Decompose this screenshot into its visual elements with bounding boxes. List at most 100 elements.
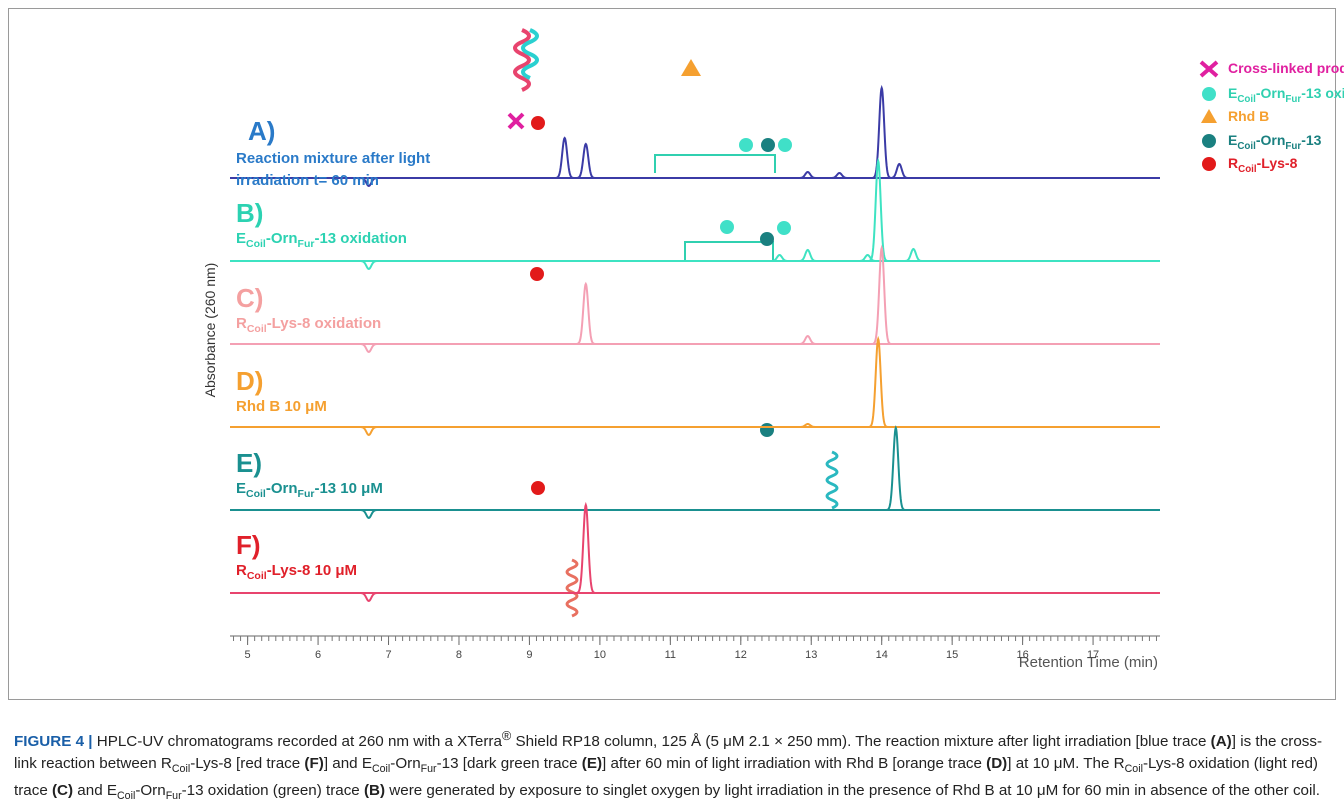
- legend-entry: ECoil-OrnFur-13 oxidation: [1228, 85, 1344, 105]
- peak: [886, 162, 912, 179]
- label-part: Coil: [1238, 163, 1257, 175]
- label-part: R: [236, 315, 247, 332]
- label-part: Rhd B 10 μM: [236, 398, 327, 415]
- x-tick-label: 9: [526, 649, 532, 661]
- label-part: -13 oxidation: [314, 230, 407, 247]
- caption-sup: ®: [501, 729, 512, 743]
- caption-sub: Coil: [1124, 763, 1143, 776]
- x-icon: [507, 112, 525, 130]
- peak: [795, 334, 821, 345]
- helix-icon: [513, 28, 531, 92]
- caption-head: FIGURE 4 |: [14, 733, 93, 751]
- caption-sub: Fur: [165, 790, 182, 803]
- caption-text: ] is the cross-link reaction between R: [14, 733, 1323, 773]
- caption-sub: Coil: [371, 763, 391, 776]
- dot-icon: [720, 220, 734, 234]
- trace-label: Reaction mixture after light irradiation…: [236, 148, 461, 192]
- x-tick-label: 11: [665, 649, 676, 661]
- peak: [795, 422, 821, 428]
- triangle-icon: [1201, 109, 1217, 123]
- dot-icon: [1202, 157, 1216, 171]
- label-part: -Orn: [265, 480, 298, 497]
- trace-name: B): [236, 198, 264, 228]
- caption-sub: Coil: [171, 763, 191, 776]
- figure-frame: [8, 8, 1336, 700]
- label-part: Coil: [246, 488, 266, 500]
- x-icon: [1199, 60, 1219, 78]
- triangle-icon: [681, 59, 701, 76]
- trace-label: Rhd B 10 μM: [236, 398, 327, 415]
- bracket: [684, 241, 774, 260]
- trace-label: ECoil-OrnFur-13 oxidation: [236, 230, 407, 250]
- trace-name: C): [236, 283, 264, 313]
- label-part: R: [236, 562, 247, 579]
- label-part: Coil: [246, 238, 266, 250]
- x-tick-label: 13: [805, 649, 817, 661]
- label-part: E: [236, 230, 247, 247]
- legend-entry: ECoil-OrnFur-13: [1228, 132, 1321, 152]
- helix-icon: [521, 28, 539, 80]
- label-part: E: [236, 480, 247, 497]
- peak: [356, 177, 382, 188]
- caption-text: -13 oxidation (green) trace: [181, 782, 364, 800]
- dot-icon: [778, 138, 792, 152]
- peak: [356, 509, 382, 520]
- legend-entry: Cross-linked product: [1228, 60, 1344, 76]
- label-part: -13 oxidation: [1301, 85, 1344, 101]
- caption-bold: (C): [51, 782, 74, 800]
- caption-bold: (D): [986, 755, 1008, 773]
- dot-icon: [531, 481, 545, 495]
- caption-sub: Fur: [420, 763, 437, 776]
- peak: [901, 247, 926, 262]
- dot-icon: [760, 423, 774, 437]
- trace-name: F): [236, 530, 261, 560]
- trace-label: ECoil-OrnFur-13 10 μM: [236, 480, 383, 500]
- dot-icon: [739, 138, 753, 152]
- label-part: -13 10 μM: [314, 480, 383, 497]
- trace-name: A): [248, 116, 276, 146]
- dot-icon: [531, 116, 545, 130]
- label-part: Rhd B: [1228, 108, 1270, 124]
- peak: [795, 170, 821, 179]
- x-tick-label: 16: [1016, 649, 1028, 661]
- peak: [356, 426, 382, 437]
- trace-name: E): [236, 448, 262, 478]
- peak: [865, 157, 891, 262]
- label-part: -Lys-8 10 μM: [266, 562, 358, 579]
- caption-text: HPLC-UV chromatograms recorded at 260 nm…: [92, 733, 502, 751]
- x-tick-label: 14: [876, 649, 888, 661]
- peak: [827, 171, 852, 179]
- peak: [573, 281, 599, 345]
- trace-name: D): [236, 366, 264, 396]
- caption-bold: (E): [581, 755, 603, 773]
- caption-bold: (B): [363, 782, 386, 800]
- label-part: -Orn: [1255, 85, 1286, 101]
- x-tick-label: 12: [735, 649, 747, 661]
- peak: [356, 260, 382, 271]
- x-tick-label: 8: [456, 649, 462, 661]
- caption-text: ] at 10 μM. The R: [1007, 755, 1125, 773]
- label-part: Reaction mixture after light irradiation…: [236, 150, 431, 189]
- caption-text: -Orn: [390, 755, 421, 773]
- x-tick-label: 5: [245, 649, 251, 661]
- label-part: R: [1228, 155, 1239, 171]
- caption-text: -13 [dark green trace: [436, 755, 582, 773]
- caption-text: Shield RP18 column, 125 Å (5 μM 2.1 × 25…: [511, 733, 1211, 751]
- peak: [767, 253, 792, 262]
- label-part: E: [1228, 85, 1238, 101]
- dot-icon: [530, 267, 544, 281]
- caption-text: ] after 60 min of light irradiation with…: [602, 755, 987, 773]
- label-part: -Orn: [1255, 132, 1286, 148]
- y-axis-title: Absorbance (260 nm): [202, 263, 218, 398]
- label-part: Fur: [297, 488, 315, 500]
- caption-text: and E: [73, 782, 117, 800]
- dot-icon: [777, 221, 791, 235]
- caption-bold: (F): [304, 755, 324, 773]
- trace-label: RCoil-Lys-8 oxidation: [236, 315, 381, 335]
- caption-text: -Lys-8 oxidation (light red) trace: [14, 755, 1318, 800]
- label-part: -13: [1301, 132, 1322, 148]
- caption-text: -Lys-8 [red trace: [190, 755, 305, 773]
- peak: [356, 592, 382, 603]
- caption-sub: Coil: [117, 790, 136, 803]
- peak: [573, 501, 599, 594]
